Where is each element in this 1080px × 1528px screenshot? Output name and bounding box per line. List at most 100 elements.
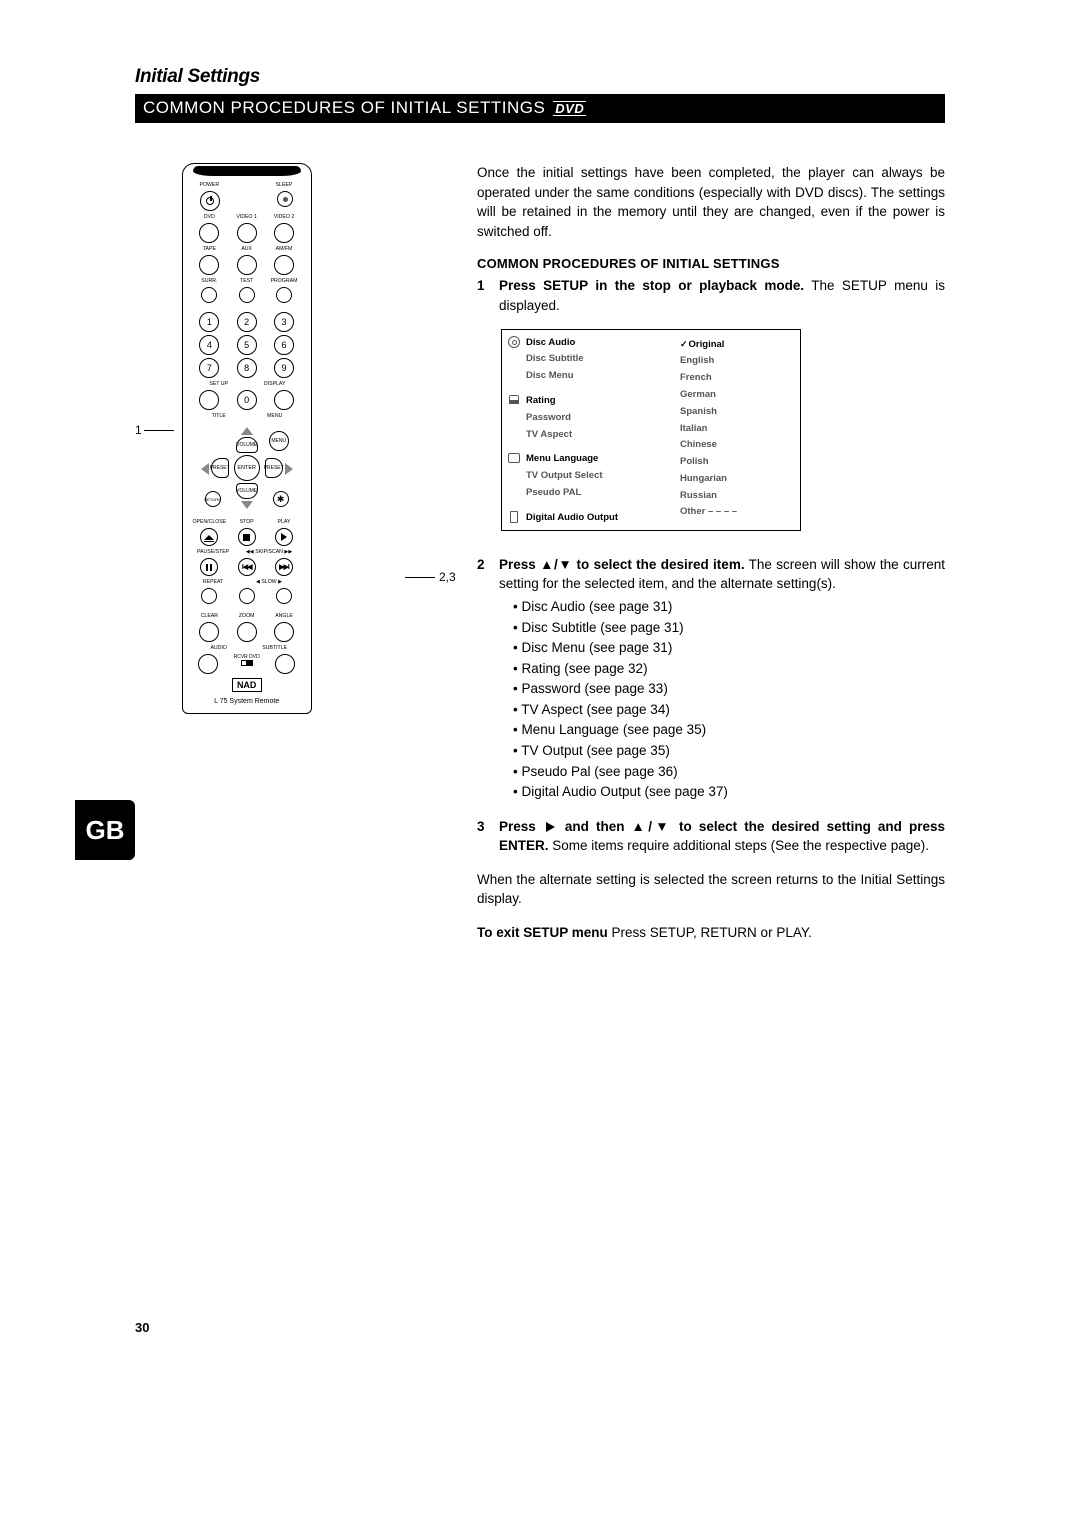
- step-2-bullets: Disc Audio (see page 31)Disc Subtitle (s…: [499, 597, 945, 802]
- num-3[interactable]: 3: [274, 312, 294, 332]
- list-item: Disc Subtitle (see page 31): [513, 618, 945, 638]
- page-content: Initial Settings COMMON PROCEDURES OF IN…: [135, 66, 945, 956]
- label-test: TEST: [228, 278, 265, 284]
- label-subtitle: SUBTITLE: [247, 645, 303, 651]
- skip-back[interactable]: I◀◀: [238, 558, 256, 576]
- preset-right[interactable]: PRESET: [265, 458, 283, 478]
- setup-menu-diagram: Disc AudioDisc SubtitleDisc MenuRatingPa…: [501, 329, 801, 531]
- open-button[interactable]: [200, 528, 218, 546]
- step-1: 1 Press SETUP in the stop or playback mo…: [477, 276, 945, 315]
- label-stop: STOP: [228, 519, 265, 525]
- play-button[interactable]: [275, 528, 293, 546]
- subtitle-button[interactable]: [275, 654, 295, 674]
- label-video2: VIDEO 2: [265, 214, 302, 220]
- brand-logo: NAD: [232, 678, 262, 692]
- list-item: Digital Audio Output (see page 37): [513, 782, 945, 802]
- preset-left[interactable]: PRESET: [211, 458, 229, 478]
- pause-button[interactable]: [200, 558, 218, 576]
- label-video1: VIDEO 1: [228, 214, 265, 220]
- lock-icon: [509, 395, 519, 404]
- num-2[interactable]: 2: [237, 312, 257, 332]
- num-4[interactable]: 4: [199, 335, 219, 355]
- amfm-button[interactable]: [274, 255, 294, 275]
- tape-button[interactable]: [199, 255, 219, 275]
- zoom-button[interactable]: [237, 622, 257, 642]
- num-8[interactable]: 8: [237, 358, 257, 378]
- display-button[interactable]: [274, 390, 294, 410]
- slow-back[interactable]: [239, 588, 255, 604]
- label-menu: MENU: [247, 413, 303, 419]
- step-2-bold: Press ▲/▼ to select the desired item.: [499, 557, 745, 572]
- menu-option: Chinese: [680, 437, 792, 454]
- menu-item: Menu Language: [526, 451, 672, 468]
- step-2: 2 Press ▲/▼ to select the desired item. …: [477, 555, 945, 803]
- video1-button[interactable]: [237, 223, 257, 243]
- callout-23: 2,3: [405, 570, 456, 584]
- list-item: Rating (see page 32): [513, 659, 945, 679]
- dvd-button[interactable]: [199, 223, 219, 243]
- disc-icon: [508, 336, 520, 348]
- skip-fwd[interactable]: ▶▶I: [275, 558, 293, 576]
- test-button[interactable]: [239, 287, 255, 303]
- list-item: TV Output (see page 35): [513, 741, 945, 761]
- audio-button[interactable]: [198, 654, 218, 674]
- return-button[interactable]: RETURN: [205, 491, 221, 507]
- step-2-num: 2: [477, 555, 489, 803]
- menu-item: Disc Subtitle: [526, 351, 672, 368]
- label-open: OPEN/CLOSE: [191, 519, 228, 525]
- menu-item: Password: [526, 409, 672, 426]
- enter-button[interactable]: ENTER: [234, 455, 260, 481]
- num-0[interactable]: 0: [237, 390, 257, 410]
- section-bar-text: COMMON PROCEDURES OF INITIAL SETTINGS: [143, 98, 545, 118]
- outro-1: When the alternate setting is selected t…: [477, 870, 945, 909]
- aux-button[interactable]: [237, 255, 257, 275]
- angle-button[interactable]: [274, 622, 294, 642]
- slow-fwd[interactable]: [276, 588, 292, 604]
- label-tape: TAPE: [191, 246, 228, 252]
- menu-option: Spanish: [680, 403, 792, 420]
- power-button[interactable]: [200, 191, 220, 211]
- menu-option: Other – – – –: [680, 504, 792, 521]
- list-item: Pseudo Pal (see page 36): [513, 762, 945, 782]
- num-7[interactable]: 7: [199, 358, 219, 378]
- instructions-column: Once the initial settings have been comp…: [477, 163, 945, 956]
- label-aux: AUX: [228, 246, 265, 252]
- mute-button[interactable]: ✱: [273, 491, 289, 507]
- num-6[interactable]: 6: [274, 335, 294, 355]
- num-1[interactable]: 1: [199, 312, 219, 332]
- video2-button[interactable]: [274, 223, 294, 243]
- menu-option: Russian: [680, 487, 792, 504]
- remote-model-label: L 75 System Remote: [191, 698, 303, 705]
- program-button[interactable]: [276, 287, 292, 303]
- label-title: TITLE: [191, 413, 247, 419]
- setup-button[interactable]: [199, 390, 219, 410]
- label-pause: PAUSE/STEP: [191, 549, 236, 555]
- surr-button[interactable]: [201, 287, 217, 303]
- num-5[interactable]: 5: [237, 335, 257, 355]
- remote-control: POWERSLEEP DVDVIDEO 1VIDEO 2 TAPEAUXAM/F…: [182, 163, 312, 714]
- sleep-button[interactable]: [277, 191, 293, 207]
- procedures-heading: COMMON PROCEDURES OF INITIAL SETTINGS: [477, 255, 945, 274]
- repeat-button[interactable]: [201, 588, 217, 604]
- num-9[interactable]: 9: [274, 358, 294, 378]
- callout-1: 1: [135, 423, 174, 437]
- outro-2: To exit SETUP menu Press SETUP, RETURN o…: [477, 923, 945, 943]
- menu-button[interactable]: MENU: [269, 431, 289, 451]
- stop-button[interactable]: [238, 528, 256, 546]
- navigation-pad: MENU VOLUME VOLUME PRESET PRESET ENTER R…: [197, 423, 297, 513]
- label-clear: CLEAR: [191, 613, 228, 619]
- menu-option: English: [680, 353, 792, 370]
- dvd-badge: DVD: [553, 101, 586, 116]
- step-3-rest: Some items require additional steps (See…: [549, 838, 929, 853]
- menu-item: Digital Audio Output: [526, 509, 672, 526]
- menu-option: Hungarian: [680, 470, 792, 487]
- volume-down[interactable]: VOLUME: [236, 483, 258, 499]
- label-play: PLAY: [265, 519, 302, 525]
- label-angle: ANGLE: [265, 613, 302, 619]
- step-3-bold-a: Press: [499, 819, 543, 834]
- step-3-num: 3: [477, 817, 489, 856]
- volume-up[interactable]: VOLUME: [236, 437, 258, 453]
- rcvr-switch[interactable]: [234, 660, 260, 666]
- clear-button[interactable]: [199, 622, 219, 642]
- intro-text: Once the initial settings have been comp…: [477, 163, 945, 241]
